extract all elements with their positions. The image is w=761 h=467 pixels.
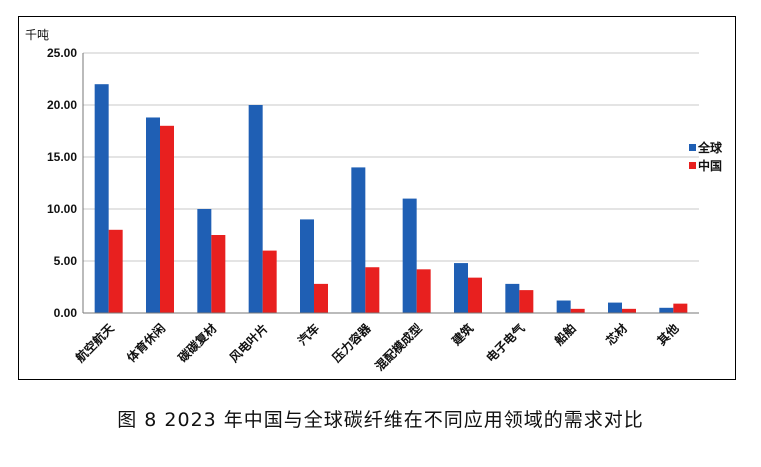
bar-global — [197, 209, 212, 313]
bar-global — [454, 263, 468, 313]
legend-label: 全球 — [697, 140, 723, 155]
y-tick-label: 15.00 — [47, 150, 77, 164]
y-tick-label: 20.00 — [47, 98, 77, 112]
y-axis-unit: 千吨 — [25, 28, 49, 42]
figure-caption: 图 8 2023 年中国与全球碳纤维在不同应用领域的需求对比 — [117, 409, 644, 431]
bar-global — [608, 302, 622, 313]
category-label: 芯材 — [603, 321, 631, 349]
bar-global — [556, 300, 571, 313]
y-axis-ticks: 0.00 5.00 10.00 15.00 20.00 25.00 — [47, 46, 77, 320]
bar-china — [673, 303, 688, 313]
figure-frame: 0.00 5.00 10.00 15.00 20.00 25.00 千吨 航空航天 体育休闲… — [18, 16, 736, 380]
bar-china — [160, 125, 174, 313]
plot-area — [83, 53, 699, 313]
legend-swatch — [689, 162, 696, 169]
bar-global — [248, 105, 263, 313]
category-label: 碳碳复材 — [175, 321, 220, 366]
legend-swatch — [689, 144, 696, 151]
bar-china — [416, 269, 431, 313]
bar-china — [622, 308, 636, 313]
bar-china — [108, 229, 123, 313]
bar-china — [570, 308, 585, 313]
gridlines — [83, 52, 699, 262]
bar-global — [94, 84, 109, 313]
bar-chart: 0.00 5.00 10.00 15.00 20.00 25.00 千吨 航空航天 体育休闲… — [25, 28, 723, 374]
y-tick-label: 5.00 — [54, 254, 78, 268]
legend-label: 中国 — [698, 158, 722, 173]
category-label: 风电叶片 — [226, 321, 271, 366]
y-tick-label: 25.00 — [47, 46, 77, 60]
bar-global — [300, 219, 314, 313]
bar-china — [365, 267, 380, 313]
category-label: 混配模成型 — [372, 321, 425, 374]
category-label: 建筑 — [448, 321, 476, 349]
y-tick-label: 0.00 — [54, 306, 78, 320]
bar-china — [211, 235, 226, 313]
bar-global — [505, 283, 520, 313]
category-label: 电子电气 — [483, 321, 528, 366]
category-label: 汽车 — [295, 321, 323, 349]
category-label: 其他 — [654, 321, 682, 349]
bar-china — [262, 250, 277, 313]
category-label: 船舶 — [551, 321, 579, 349]
bars — [94, 84, 688, 313]
bar-global — [351, 167, 366, 313]
bar-global — [659, 307, 674, 313]
bar-china — [519, 290, 534, 313]
category-label: 体育休闲 — [124, 321, 169, 366]
bar-global — [402, 198, 417, 313]
category-label: 压力容器 — [329, 320, 374, 365]
bar-china — [314, 283, 328, 313]
bar-china — [468, 277, 482, 313]
bar-global — [146, 117, 160, 313]
category-label: 航空航天 — [72, 320, 117, 365]
y-tick-label: 10.00 — [47, 202, 77, 216]
